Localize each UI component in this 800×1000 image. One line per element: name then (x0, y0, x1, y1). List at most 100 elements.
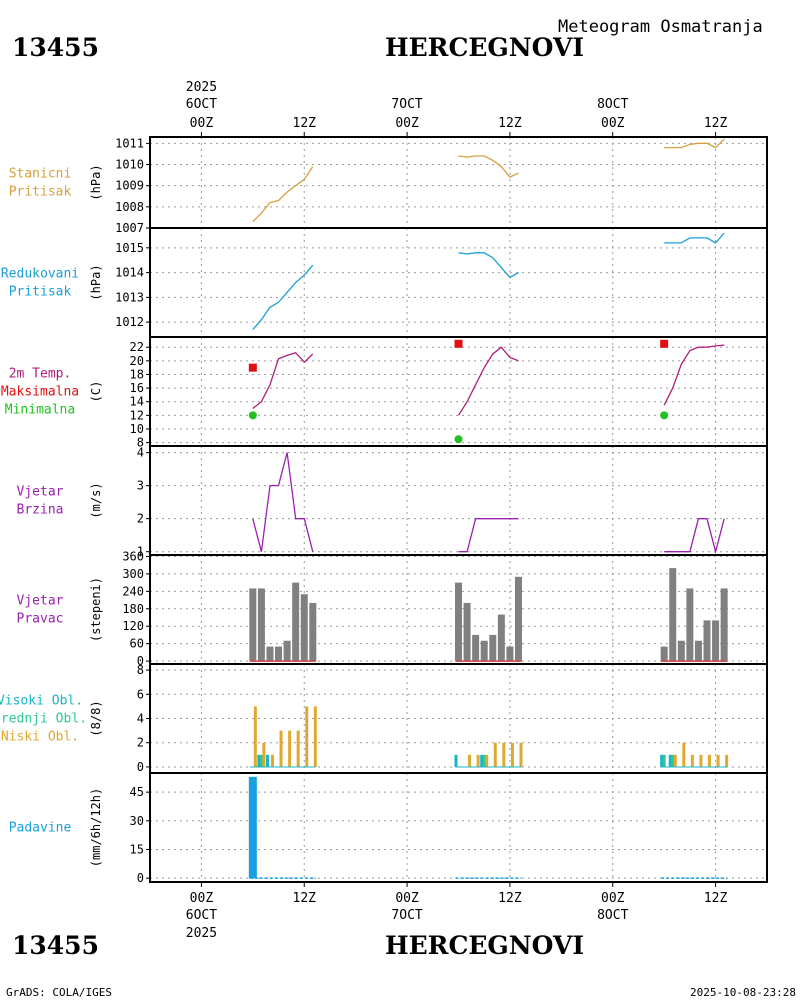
station_pressure-line (664, 138, 725, 149)
cloud-bar (662, 754, 666, 767)
tmin-marker (248, 411, 257, 420)
y-tick-label: 60 (130, 637, 144, 651)
panel-title-line: Niski Obl. (1, 730, 79, 745)
tmin-marker (660, 411, 669, 420)
temperature-line (457, 346, 519, 416)
panel-wind_direction: 0 60 120 180 240 300 360 (stepeni) Vjetar Pravac (17, 549, 768, 668)
wind-direction-bar (694, 640, 702, 662)
wind-direction-bar (677, 640, 685, 662)
panel-title-line: Padavine (9, 821, 72, 836)
y-tick-label: 4 (137, 446, 144, 460)
panel-data (248, 776, 728, 879)
wind-direction-bar (455, 582, 462, 662)
wind-direction-bar (249, 588, 257, 662)
y-axis-label: (C) (89, 381, 103, 403)
cloud-bar (288, 730, 292, 767)
cloud-bar (668, 754, 672, 767)
panel-reduced_pressure: 1012 1013 1014 1015 (hPa) Redukovani Pritisak (1, 227, 768, 338)
y-tick-label: 22 (130, 340, 144, 354)
panel-title-line: Pravac (17, 612, 64, 627)
panel-frame (149, 227, 768, 338)
y-tick-label: 18 (130, 367, 144, 381)
station_pressure-line (458, 155, 519, 179)
wind-direction-bar (480, 640, 488, 662)
cloud-bar (259, 754, 263, 767)
y-tick-label: 15 (130, 842, 144, 856)
tmax-marker (660, 339, 669, 348)
hour-label-bottom: 12Z (293, 891, 317, 906)
panel-title-line: 2m Temp. (9, 367, 72, 382)
wind_speed-line (252, 452, 314, 552)
y-axis-label: (mm/6h/12h) (89, 788, 103, 867)
hour-label-top: 12Z (704, 116, 728, 131)
wind-direction-bar (472, 634, 480, 662)
wind-direction-bar (309, 602, 317, 662)
y-tick-label: 3 (137, 479, 144, 493)
panel-title-line: Brzina (17, 503, 64, 518)
y-tick-label: 4 (137, 712, 144, 726)
panel-data (252, 452, 725, 554)
cloud-bar (265, 754, 269, 767)
hour-label-top: 00Z (601, 116, 625, 131)
panel-title-line: Vjetar (17, 594, 64, 609)
cloud-bar (305, 706, 309, 767)
date-label-top: 7OCT (391, 97, 422, 112)
time-axis-bottom: 00Z 6OCT 12Z 00Z 7OCT 12Z 00Z 8OCT 12Z 2025 (186, 882, 727, 941)
y-tick-label: 0 (137, 654, 144, 668)
station-id-top: 13455 (12, 33, 99, 62)
panel-title-line: Visoki Obl. (0, 694, 83, 709)
y-tick-label: 20 (130, 354, 144, 368)
y-tick-label: 10 (130, 422, 144, 436)
y-tick-label: 1011 (115, 136, 144, 150)
cloud-bar (690, 754, 694, 767)
cloud-bar (279, 730, 283, 767)
panel-precipitation: 0 15 30 45 (mm/6h/12h) Padavine (9, 772, 768, 885)
wind-direction-bar (275, 646, 283, 662)
station-name-top: HERCEGNOVI (385, 33, 584, 62)
panel-frame (149, 445, 768, 556)
panel-station_pressure: 1007 1008 1009 1010 1011 (hPa) Stanicni Pritisa… (9, 136, 768, 235)
wind_speed-line (664, 518, 725, 554)
date-label-top: 6OCT (186, 97, 217, 112)
reduced_pressure-line (252, 264, 314, 331)
hour-label-top: 12Z (498, 116, 522, 131)
y-axis-label: (m/s) (89, 482, 103, 518)
date-label-bottom: 7OCT (391, 908, 422, 923)
hour-label-bottom: 00Z (190, 891, 214, 906)
panel-title-line: Vjetar (17, 485, 64, 500)
year-label-bottom: 2025 (186, 926, 217, 941)
time-axis-top: 2025 6OCT 00Z 12Z 7OCT 00Z 12Z 8OCT 00Z 12Z (186, 80, 728, 137)
panel-wind_speed: 1 2 3 4 (m/s) Vjetar Brzina (17, 445, 768, 559)
temperature-line (252, 351, 314, 410)
cloud-bar (468, 754, 472, 767)
wind-direction-bar (283, 640, 291, 662)
y-tick-label: 6 (137, 687, 144, 701)
panel-title-line: Maksimalna (1, 385, 79, 400)
panel-title-line: Minimalna (5, 403, 75, 418)
panel-title-line: Pritisak (9, 285, 72, 300)
panel-title-line: Pritisak (9, 185, 72, 200)
date-label-top: 8OCT (597, 97, 628, 112)
wind-direction-bar (712, 620, 720, 662)
panel-data (249, 568, 728, 662)
y-axis-label: (hPa) (89, 264, 103, 300)
cloud-bar (313, 706, 317, 767)
y-axis-label: (8/8) (89, 700, 103, 736)
cloud-bar (485, 754, 489, 767)
cloud-bar (270, 754, 274, 767)
wind-direction-bar (266, 646, 274, 662)
panel-title-line: Redukovani (1, 267, 79, 282)
panel-data (252, 232, 725, 331)
grads-credit: GrADS: COLA/IGES (6, 986, 112, 999)
y-tick-label: 8 (137, 436, 144, 450)
wind_speed-line (458, 518, 519, 553)
wind-direction-bar (669, 568, 677, 662)
y-tick-label: 1009 (115, 179, 144, 193)
panel-frame (149, 772, 768, 883)
y-tick-label: 2 (137, 736, 144, 750)
cloud-bar (262, 742, 266, 767)
hour-label-bottom: 00Z (601, 891, 625, 906)
y-tick-label: 1007 (115, 221, 144, 235)
cloud-bar (454, 754, 458, 767)
y-tick-label: 0 (137, 760, 144, 774)
